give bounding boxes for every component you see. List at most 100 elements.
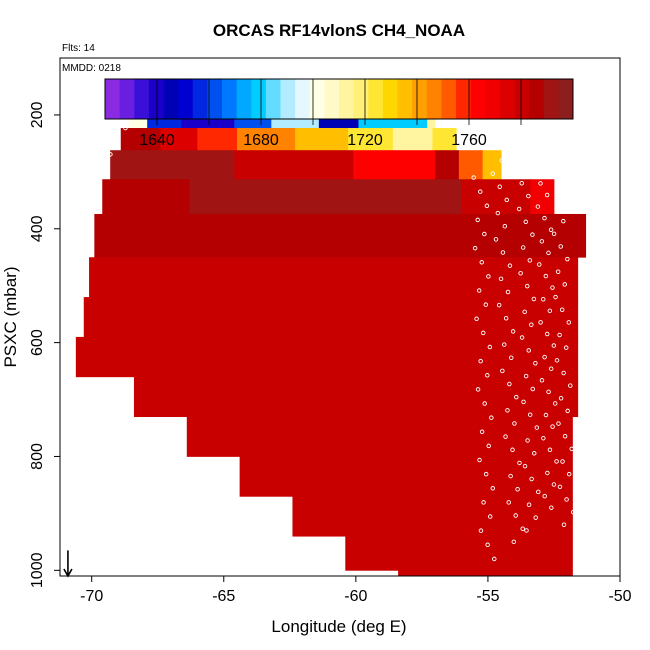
track-point-descent (87, 212, 93, 218)
chart-title: ORCAS RF14vlonS CH4_NOAA (213, 21, 465, 40)
track-point-profile (496, 302, 502, 308)
track-point-profile (477, 457, 482, 463)
track-point-profile (485, 373, 490, 378)
track-point-profile (544, 331, 550, 337)
heatmap-cell (398, 570, 573, 577)
track-point-profile (558, 244, 563, 249)
track-point-descent (70, 351, 76, 357)
track-point-profile (516, 206, 522, 212)
heatmap-cell (197, 128, 238, 151)
track-point-profile (512, 421, 517, 426)
colorbar-swatch (397, 79, 413, 119)
heatmap-cell (189, 179, 462, 215)
track-point-profile (554, 358, 560, 363)
track-point-descent (96, 180, 102, 185)
track-point-profile (486, 443, 491, 449)
track-point-profile (503, 316, 509, 321)
heatmap-cell (186, 416, 573, 457)
colorbar-swatch (207, 79, 223, 119)
track-point-profile (474, 316, 479, 322)
track-point-profile (531, 296, 537, 302)
colorbar: 1640 1680 1720 1760 (104, 78, 574, 149)
track-point-profile (538, 320, 543, 325)
track-point-profile (533, 515, 538, 520)
heatmap-cell (347, 128, 394, 151)
heatmap-cell (160, 128, 198, 151)
track-point-descent (108, 152, 113, 157)
colorbar-swatch (178, 79, 194, 119)
y-tick-label: 400 (29, 215, 46, 242)
track-point-profile (561, 218, 566, 224)
track-point-descent (73, 325, 78, 330)
track-point-profile (525, 438, 530, 443)
track-point-profile (475, 217, 480, 223)
colorbar-swatch (514, 79, 530, 119)
track-point-profile (566, 471, 572, 477)
track-point-descent (80, 251, 86, 256)
heatmap-cell (392, 128, 433, 151)
track-point-profile (505, 408, 510, 413)
track-point-profile (548, 366, 554, 371)
colorbar-swatch (441, 79, 457, 119)
track-point-profile (478, 189, 483, 194)
date-label: MMDD: 0218 (62, 63, 121, 74)
track-point-profile (557, 484, 563, 490)
colorbar-swatch (353, 79, 369, 119)
track-point-profile (524, 528, 529, 533)
track-point-profile (523, 219, 529, 225)
track-point-profile (485, 542, 490, 548)
heatmap-cell (435, 150, 460, 180)
colorbar-swatch (324, 79, 340, 119)
heatmap-cell (83, 297, 579, 338)
x-tick-label: -50 (608, 588, 631, 605)
x-tick-label: -55 (476, 588, 499, 605)
colorbar-swatch (236, 79, 252, 119)
colorbar-swatch (558, 79, 574, 119)
colorbar-swatch (499, 79, 515, 119)
track-point-profile (510, 447, 515, 453)
track-point-profile (523, 373, 529, 379)
track-point-profile (486, 274, 491, 279)
heatmap-cell (458, 150, 484, 180)
track-point-profile (475, 387, 481, 392)
x-tick-label: -65 (212, 588, 235, 605)
track-point-profile (526, 193, 531, 199)
track-point-profile (563, 345, 569, 350)
y-tick-label: 1000 (29, 552, 46, 588)
track-point-profile (484, 203, 490, 209)
track-point-profile (553, 294, 558, 300)
track-point-profile (542, 354, 547, 360)
track-point-profile (551, 343, 557, 348)
colorbar-swatch (456, 79, 472, 119)
track-point-profile (565, 256, 570, 262)
track-point-profile (530, 386, 536, 392)
heatmap-cell (102, 179, 190, 215)
track-point-profile (513, 513, 518, 518)
track-point-descent (75, 299, 81, 304)
colorbar-swatch (192, 79, 208, 119)
heatmap-cell (485, 213, 552, 258)
colorbar-swatch (251, 79, 267, 119)
track-point-profile (503, 434, 508, 439)
track-point-profile (544, 192, 550, 198)
track-point-profile (536, 262, 542, 267)
track-point-profile (547, 447, 553, 453)
track-point-profile (529, 322, 534, 327)
track-point-profile (500, 368, 505, 374)
track-point-profile (529, 476, 534, 482)
track-point-profile (536, 489, 541, 495)
track-point-profile (543, 412, 549, 418)
flight-track (70, 106, 576, 562)
track-point-profile (570, 509, 576, 515)
colorbar-tick-label: 1720 (347, 132, 383, 149)
track-point-profile (539, 378, 545, 383)
heatmap-cell (120, 128, 161, 151)
colorbar-swatch (412, 79, 428, 119)
track-point-profile (558, 396, 564, 401)
track-point-profile (561, 522, 567, 528)
track-point-descent (78, 275, 83, 280)
track-point-profile (495, 210, 501, 216)
track-point-profile (508, 473, 513, 479)
track-point-descent (91, 195, 97, 201)
track-point-profile (531, 451, 537, 456)
